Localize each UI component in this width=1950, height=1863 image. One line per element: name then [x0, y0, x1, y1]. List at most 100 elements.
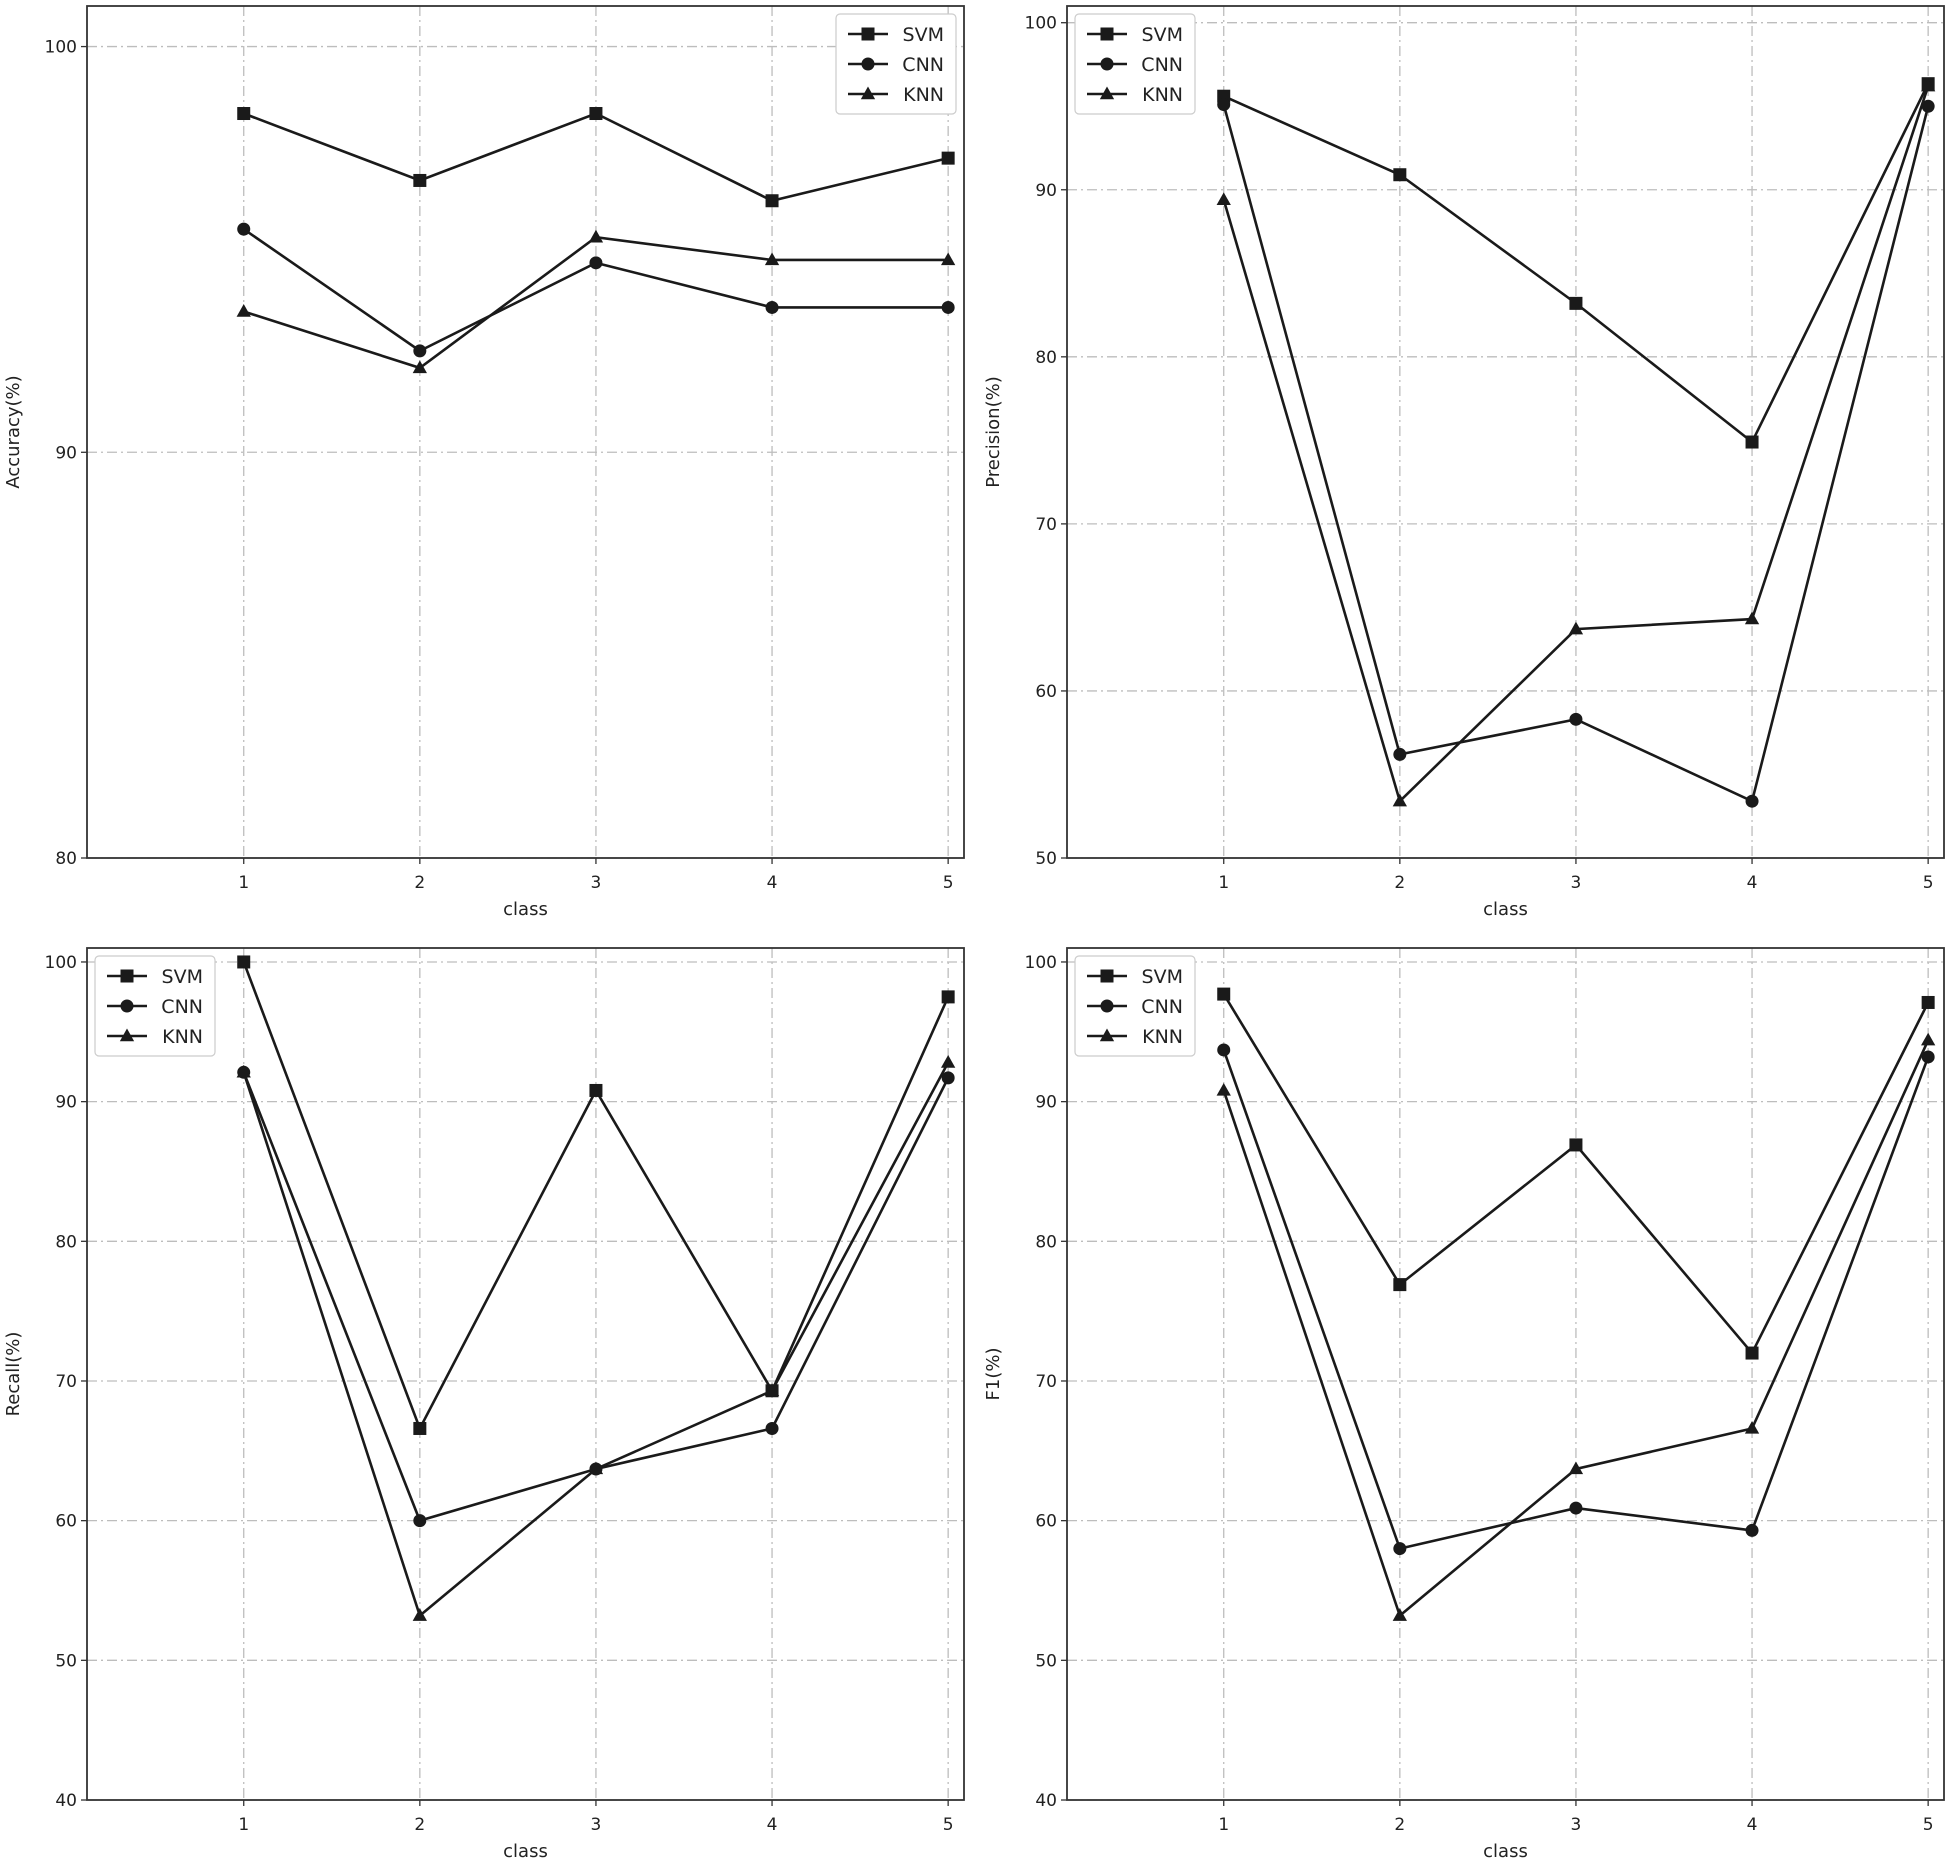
x-tick-label: 4 — [1747, 1815, 1758, 1835]
square-marker-icon — [1100, 969, 1114, 983]
y-axis-label: Precision(%) — [983, 376, 1004, 487]
data-point — [1217, 1043, 1231, 1057]
data-point — [765, 1421, 779, 1435]
data-point — [1921, 1032, 1936, 1046]
legend-label: SVM — [1142, 966, 1183, 988]
y-tick-label: 100 — [1025, 14, 1057, 34]
x-tick-label: 4 — [767, 1815, 778, 1835]
data-point — [1569, 1501, 1583, 1515]
data-point — [413, 1421, 427, 1435]
subplot-2: 1 2 3 4 5 50 60 70 80 90 100 class Precision(%) SVM CN… — [983, 5, 1945, 920]
legend-label: KNN — [162, 1026, 203, 1048]
legend: SVM CNN KNN — [1074, 955, 1196, 1057]
data-point — [1216, 1082, 1231, 1096]
y-tick-label: 90 — [55, 1093, 77, 1113]
y-tick-label: 60 — [1035, 682, 1057, 702]
data-point — [236, 1064, 251, 1078]
data-point — [1744, 611, 1760, 625]
square-marker-icon — [1100, 27, 1114, 41]
legend-label: SVM — [1142, 24, 1183, 46]
x-tick-label: 1 — [1218, 1815, 1229, 1835]
x-axis-label: class — [1483, 1841, 1528, 1862]
legend-label: SVM — [162, 966, 203, 988]
data-point — [1392, 1608, 1407, 1621]
y-axis-label: F1(%) — [983, 1348, 1004, 1401]
y-axis-label: Recall(%) — [3, 1332, 24, 1417]
y-tick-label: 40 — [55, 1791, 77, 1811]
legend-label: KNN — [903, 84, 944, 106]
x-tick-label: 2 — [1394, 1815, 1405, 1835]
y-tick-label: 80 — [1035, 348, 1057, 368]
data-point — [1393, 1542, 1407, 1556]
series-cnn — [237, 222, 955, 358]
series-knn — [1216, 78, 1936, 807]
y-tick-label: 50 — [55, 1651, 77, 1671]
data-point — [1745, 794, 1759, 808]
y-tick-label: 50 — [1035, 1651, 1057, 1671]
y-tick-label: 100 — [1025, 953, 1057, 973]
subplot-4: 1 2 3 4 5 40 50 60 70 80 90 100 class F1(%) SVM CNN KNN — [983, 947, 1945, 1862]
data-point — [1393, 1278, 1407, 1292]
legend-label: SVM — [903, 24, 944, 46]
triangle-marker-icon — [1099, 86, 1115, 100]
x-tick-label: 4 — [1747, 873, 1758, 893]
square-marker-icon — [120, 969, 134, 983]
axes-frame — [1066, 947, 1945, 1801]
subplot-1: 1 2 3 4 5 80 90 100 class Accuracy(%) SVM CNN KNN — [3, 5, 965, 920]
x-tick-label: 1 — [1218, 873, 1229, 893]
data-point — [1392, 793, 1407, 807]
data-point — [1569, 1138, 1583, 1152]
series-cnn — [1217, 1043, 1935, 1556]
data-point — [941, 151, 955, 165]
data-point — [941, 252, 956, 266]
x-tick-label: 5 — [943, 1815, 954, 1835]
data-point — [412, 1608, 427, 1621]
legend-label: CNN — [161, 996, 203, 1018]
data-point — [1745, 1346, 1759, 1360]
data-point — [588, 1461, 604, 1475]
data-point — [413, 344, 427, 358]
x-tick-label: 2 — [414, 873, 425, 893]
data-point — [1921, 78, 1936, 92]
x-tick-label: 3 — [1571, 873, 1582, 893]
data-point — [1745, 1523, 1759, 1537]
series-knn — [1216, 1032, 1936, 1621]
y-tick-label: 60 — [1035, 1512, 1057, 1532]
data-point — [1393, 168, 1407, 182]
axes-frame — [86, 947, 965, 1801]
data-point — [1569, 712, 1583, 726]
legend-label: CNN — [1141, 54, 1183, 76]
data-point — [1217, 98, 1231, 112]
series-svm — [237, 955, 955, 1435]
data-point — [237, 955, 251, 969]
triangle-marker-icon — [860, 86, 876, 100]
y-tick-label: 60 — [55, 1512, 77, 1532]
data-point — [1216, 192, 1231, 205]
axes-frame — [1066, 5, 1945, 859]
series-cnn — [1217, 98, 1935, 808]
data-point — [941, 1071, 955, 1085]
triangle-marker-icon — [119, 1028, 135, 1042]
series-knn — [236, 1055, 956, 1621]
data-point — [236, 304, 251, 317]
y-tick-label: 80 — [55, 1232, 77, 1252]
data-point — [589, 107, 603, 121]
x-tick-label: 5 — [1923, 873, 1934, 893]
data-point — [1921, 99, 1935, 113]
data-point — [412, 360, 427, 374]
legend-label: KNN — [1142, 1026, 1183, 1048]
circle-marker-icon — [1100, 57, 1114, 71]
data-point — [1568, 1461, 1584, 1475]
x-tick-label: 5 — [1923, 1815, 1934, 1835]
data-point — [1921, 995, 1935, 1009]
data-point — [413, 173, 427, 187]
y-tick-label: 80 — [1035, 1232, 1057, 1252]
data-point — [1217, 987, 1231, 1001]
x-tick-label: 1 — [238, 873, 249, 893]
legend-label: CNN — [1141, 996, 1183, 1018]
x-tick-label: 3 — [1571, 1815, 1582, 1835]
y-tick-label: 100 — [45, 38, 77, 58]
subplot-3: 1 2 3 4 5 40 50 60 70 80 90 100 class Recall(%) SVM CNN… — [3, 947, 965, 1862]
axes-frame — [86, 5, 965, 859]
